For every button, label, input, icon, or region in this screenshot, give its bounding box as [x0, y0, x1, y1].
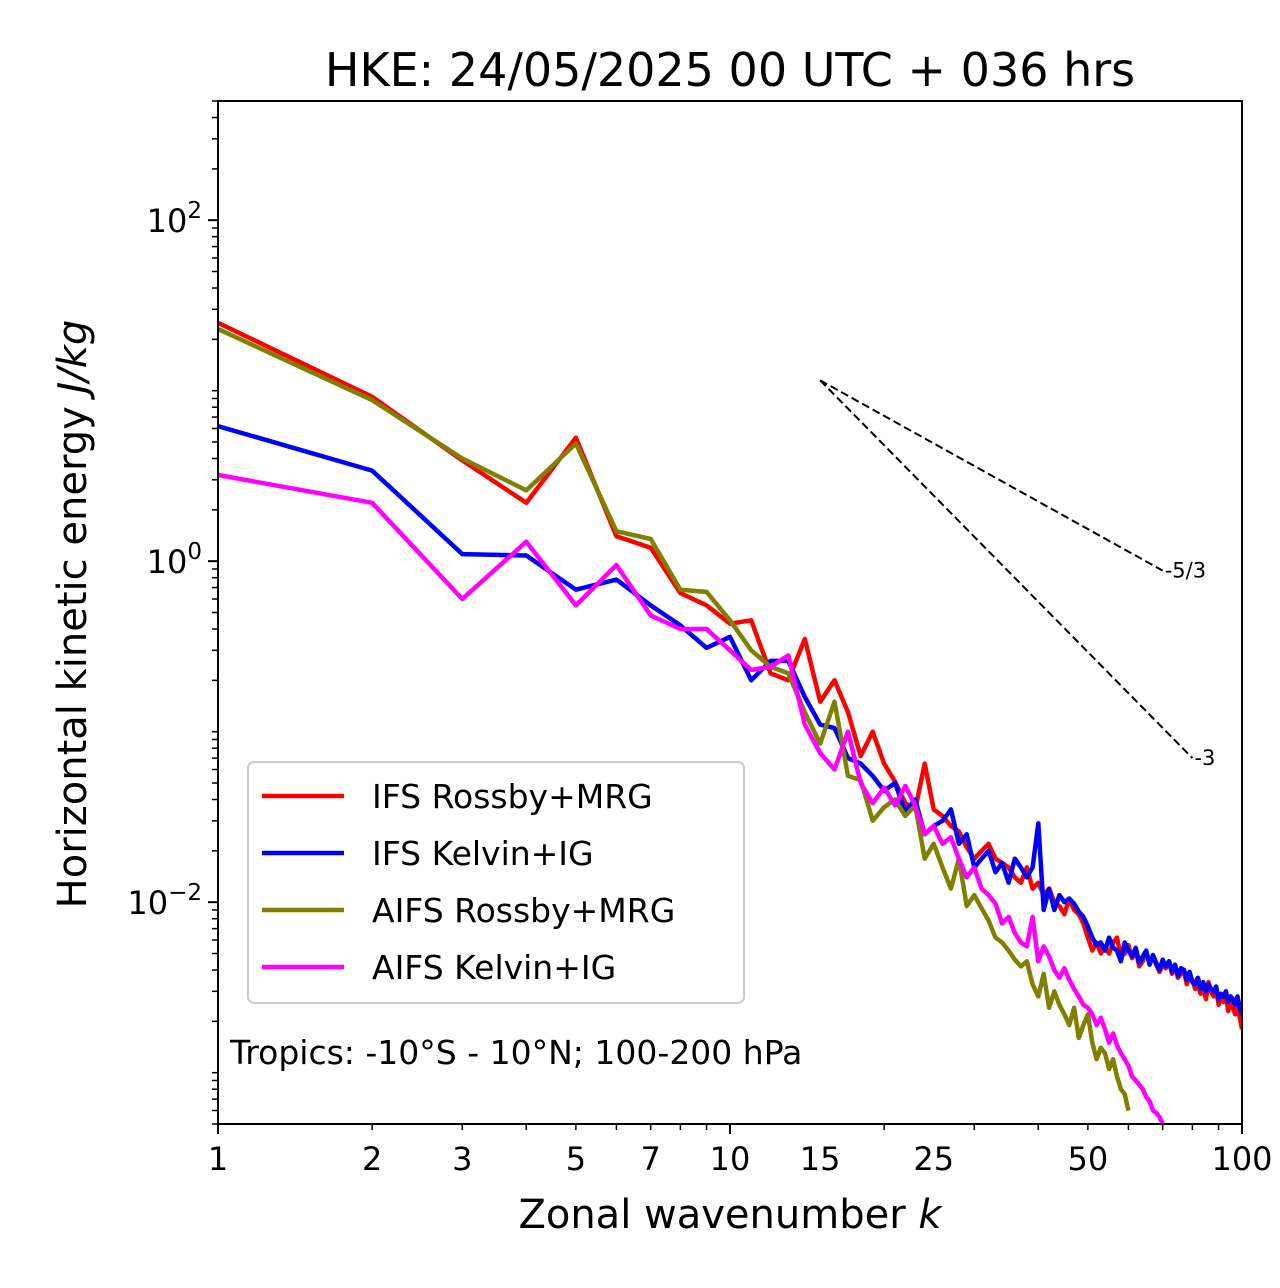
reference-line-3	[819, 379, 1194, 759]
x-tick-label: 5	[566, 1140, 586, 1178]
y-axis-label: Horizontal kinetic energy J/kg	[50, 320, 96, 909]
reference-slope-lines	[819, 379, 1194, 759]
legend: IFS Rossby+MRG IFS Kelvin+IG AIFS Rossby+M…	[247, 761, 745, 1004]
legend-label-ifs-kelvin-ig: IFS Kelvin+IG	[372, 834, 594, 873]
y-tick-label: 102	[147, 198, 202, 240]
x-tick-label: 3	[452, 1140, 472, 1178]
x-tick-label: 1	[208, 1140, 228, 1178]
reference-line-5-3	[819, 379, 1164, 572]
x-tick-label: 25	[913, 1140, 954, 1178]
series-line-aifs-rossby-mrg	[218, 326, 1131, 1111]
chart-title: HKE: 24/05/2025 00 UTC + 036 hrs	[325, 43, 1135, 97]
plot-frame	[217, 100, 1243, 1125]
y-tick-label: 100	[147, 539, 202, 581]
x-tick-label: 7	[641, 1140, 661, 1178]
x-tick-label: 10	[710, 1140, 751, 1178]
x-axis-ticks: 1 2 3 5 7 10 15 25 50 100	[208, 1124, 1273, 1178]
reference-label-5-3: -5/3	[1165, 559, 1206, 583]
x-tick-label: 15	[800, 1140, 841, 1178]
x-tick-label: 100	[1211, 1140, 1272, 1178]
series-line-aifs-kelvin-ig	[218, 472, 1165, 1124]
legend-label-aifs-rossby-mrg: AIFS Rossby+MRG	[372, 891, 675, 930]
legend-label-ifs-rossby-mrg: IFS Rossby+MRG	[372, 777, 653, 816]
x-tick-label: 2	[362, 1140, 382, 1178]
legend-label-aifs-kelvin-ig: AIFS Kelvin+IG	[372, 948, 616, 987]
y-tick-label: 10−2	[127, 880, 202, 922]
x-axis-label: Zonal wavenumber k	[518, 1192, 943, 1238]
legend-box	[247, 761, 745, 1004]
reference-label-3: -3	[1194, 746, 1215, 770]
reference-slope-labels: -5/3 -3	[1165, 559, 1216, 770]
x-tick-label: 50	[1068, 1140, 1109, 1178]
series-lines	[218, 320, 1242, 1124]
y-axis-ticks: 102 100 10−2	[127, 100, 218, 1125]
region-annotation: Tropics: -10°S - 10°N; 100-200 hPa	[229, 1033, 802, 1072]
